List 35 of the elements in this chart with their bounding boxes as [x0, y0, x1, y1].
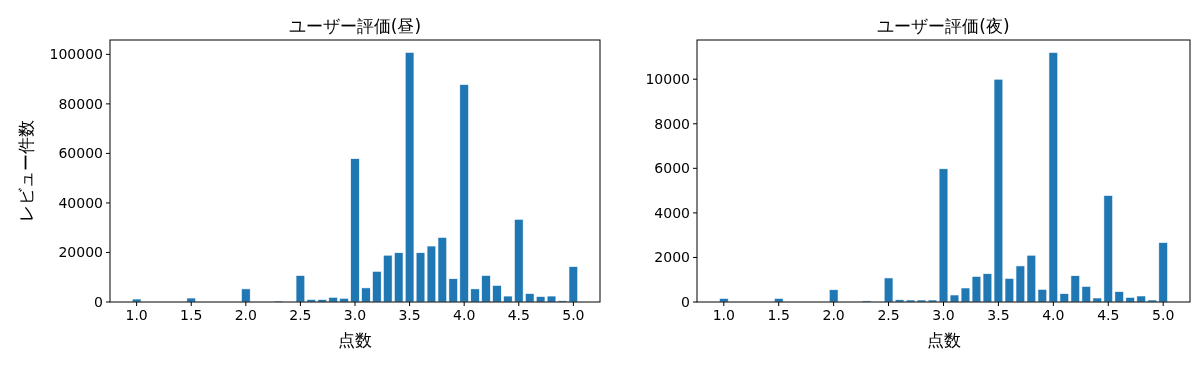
x-tick-label: 1.0	[125, 307, 148, 323]
x-tick-label: 3.0	[343, 307, 367, 323]
x-tick-label: 5.0	[562, 307, 585, 323]
y-tick-label: 100000	[49, 46, 103, 63]
x-tick-label: 2.5	[877, 307, 900, 323]
y-tick-label: 2000	[654, 249, 690, 266]
x-tick-label: 1.5	[180, 307, 203, 323]
y-tick-label: 10000	[645, 71, 690, 88]
y-tick-label: 8000	[654, 115, 690, 132]
x-axis-title: 点数	[338, 330, 372, 350]
y-tick-label: 0	[681, 294, 690, 310]
x-axis-title: 点数	[926, 330, 961, 350]
x-tick-label: 4.5	[1097, 307, 1120, 323]
x-tick-label: 3.0	[932, 307, 955, 323]
x-tick-label: 4.0	[453, 307, 476, 323]
x-tick-label: 3.5	[987, 307, 1010, 323]
x-tick-label: 4.5	[507, 307, 530, 323]
x-tick-label: 1.0	[712, 307, 735, 323]
y-tick-label: 6000	[654, 160, 690, 177]
x-tick-label: 1.5	[767, 307, 790, 323]
y-tick-label: 0	[94, 294, 103, 310]
x-tick-label: 2.5	[289, 307, 312, 323]
x-tick-label: 3.5	[398, 307, 421, 323]
y-tick-label: 4000	[654, 204, 690, 221]
x-tick-label: 4.0	[1042, 307, 1065, 323]
y-tick-label: 80000	[58, 95, 103, 112]
y-tick-label: 60000	[58, 145, 103, 162]
x-tick-label: 2.0	[234, 307, 257, 323]
x-tick-label: 5.0	[1152, 307, 1175, 323]
y-axis-title: レビュー件数	[16, 120, 36, 222]
y-tick-label: 20000	[58, 244, 103, 261]
chart-title: ユーザー評価(昼)	[288, 16, 422, 36]
y-tick-label: 40000	[58, 194, 103, 211]
chart-title: ユーザー評価(夜)	[877, 16, 1010, 36]
x-tick-label: 2.0	[822, 307, 845, 323]
